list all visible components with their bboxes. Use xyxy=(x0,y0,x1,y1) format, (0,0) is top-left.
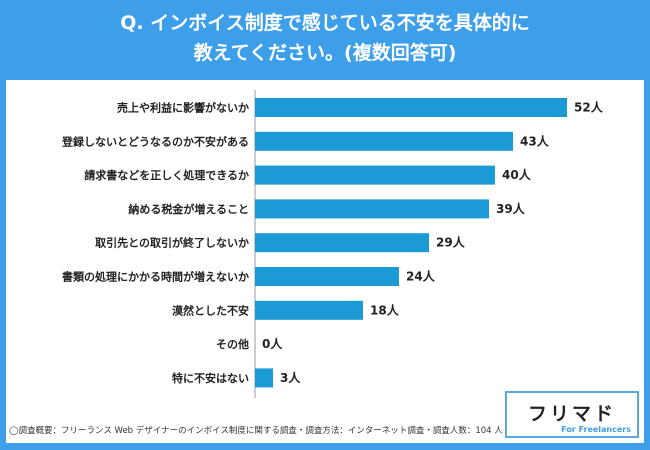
bar xyxy=(255,98,567,117)
bar xyxy=(255,233,429,253)
bar xyxy=(255,300,363,320)
bar xyxy=(255,368,273,388)
category-label: 漠然とした不安 xyxy=(172,303,249,317)
value-label: 43人 xyxy=(520,133,550,148)
bar xyxy=(255,165,495,185)
category-label: 書類の処理にかかる時間が増えないか xyxy=(62,270,249,284)
bar xyxy=(255,199,489,219)
value-label: 18人 xyxy=(370,302,400,317)
category-label: 取引先との取引が終了しないか xyxy=(95,236,249,250)
chart-panel: 売上や利益に影響がないか 52人登録しないとどうなるのか不安がある 43人請求書など… xyxy=(6,80,644,443)
category-label: その他 xyxy=(216,337,249,351)
value-label: 3人 xyxy=(280,370,301,385)
category-label: 売上や利益に影響がないか xyxy=(117,101,249,115)
value-label: 52人 xyxy=(574,100,604,115)
value-label: 39人 xyxy=(496,201,526,216)
category-label: 納める税金が増えること xyxy=(128,202,249,216)
bar xyxy=(255,131,513,151)
category-label: 特に不安はない xyxy=(172,371,249,385)
value-label: 40人 xyxy=(502,167,532,182)
bar xyxy=(255,267,399,286)
brand-logo-text: フリマド xyxy=(527,403,616,425)
value-label: 0人 xyxy=(262,336,283,351)
chart-title: Q. インボイス制度で感じている不安を具体的に 教えてください。(複数回答可) xyxy=(120,12,530,64)
brand-logo: フリマド For Freelancers xyxy=(505,391,639,438)
category-label: 登録しないとどうなるのか不安がある xyxy=(61,134,249,148)
value-label: 24人 xyxy=(406,269,436,284)
category-label: 請求書などを正しく処理できるか xyxy=(84,168,249,182)
brand-logo-subtext: For Freelancers xyxy=(561,425,631,434)
survey-footnote: ◯調査概要：フリーランス Web デザイナーのインボイス制度に関する調査・調査方… xyxy=(9,426,503,436)
value-label: 29人 xyxy=(436,235,466,250)
